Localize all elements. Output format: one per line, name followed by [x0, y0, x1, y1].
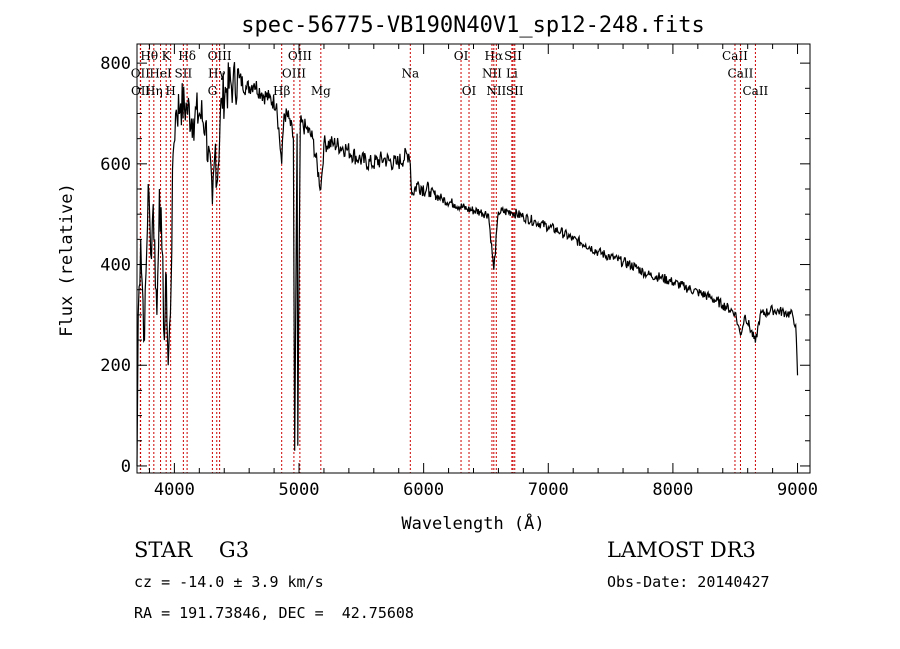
x-axis-label: Wavelength (Å): [401, 512, 544, 534]
line-label-NII: NII: [486, 84, 506, 98]
line-label-Hβ: Hβ: [273, 84, 290, 98]
x-tick-label: 7000: [528, 480, 569, 500]
line-label-Hη: Hη: [145, 84, 163, 98]
y-tick-label: 0: [121, 457, 131, 477]
line-label-Hθ: Hθ: [140, 49, 158, 63]
line-label-H: H: [165, 84, 175, 98]
survey-name: LAMOST DR3: [607, 538, 756, 562]
x-tick-label: 5000: [279, 480, 320, 500]
line-label-NII: NII: [482, 67, 502, 81]
obs-date: Obs-Date: 20140427: [607, 573, 770, 591]
line-label-Hα: Hα: [485, 49, 504, 63]
line-label-SII: SII: [506, 84, 524, 98]
line-label-OI: OI: [462, 84, 477, 98]
x-tick-label: 8000: [652, 480, 693, 500]
line-label-CaII: CaII: [728, 67, 754, 81]
redshift-cz: cz = -14.0 ± 3.9 km/s: [134, 573, 324, 591]
line-label-Mg: Mg: [311, 84, 331, 98]
line-label-OIII: OIII: [288, 49, 312, 63]
line-label-OIII: OIII: [208, 49, 232, 63]
y-tick-label: 400: [100, 256, 131, 276]
y-tick-label: 600: [100, 155, 131, 175]
line-label-SII: SII: [504, 49, 522, 63]
line-label-OIII: OIII: [282, 67, 306, 81]
spectrum-line: [136, 62, 799, 467]
line-label-OI: OI: [454, 49, 469, 63]
line-label-CaII: CaII: [722, 49, 748, 63]
x-tick-label: 4000: [154, 480, 195, 500]
y-tick-label: 800: [100, 54, 131, 74]
plot-frame: [136, 43, 811, 474]
line-label-SII: SII: [175, 67, 193, 81]
line-label-Na: Na: [401, 67, 419, 81]
line-label-CaII: CaII: [742, 84, 768, 98]
line-label-OII: OII: [131, 84, 151, 98]
line-label-Li: Li: [506, 67, 518, 81]
y-axis-label: Flux (relative): [57, 183, 77, 337]
line-label-Hδ: Hδ: [178, 49, 196, 63]
object-class: STAR G3: [134, 538, 250, 562]
coordinates: RA = 191.73846, DEC = 42.75608: [134, 604, 414, 622]
x-tick-label: 6000: [403, 480, 444, 500]
line-label-G: G: [208, 84, 218, 98]
y-tick-label: 200: [100, 356, 131, 376]
chart-title: spec-56775-VB190N40V1_sp12-248.fits: [241, 13, 705, 38]
line-label-K: K: [162, 49, 172, 63]
x-tick-label: 9000: [777, 480, 818, 500]
line-label-HeI: HeI: [149, 67, 172, 81]
